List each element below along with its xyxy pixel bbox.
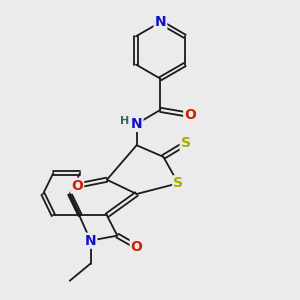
Text: S: S [181,136,191,151]
Text: H: H [120,116,129,126]
Text: O: O [184,108,196,122]
Text: N: N [85,234,96,248]
Text: N: N [154,15,166,29]
Text: O: O [71,179,83,193]
Text: S: S [173,176,183,190]
Text: O: O [131,240,142,254]
Text: N: N [131,117,142,131]
